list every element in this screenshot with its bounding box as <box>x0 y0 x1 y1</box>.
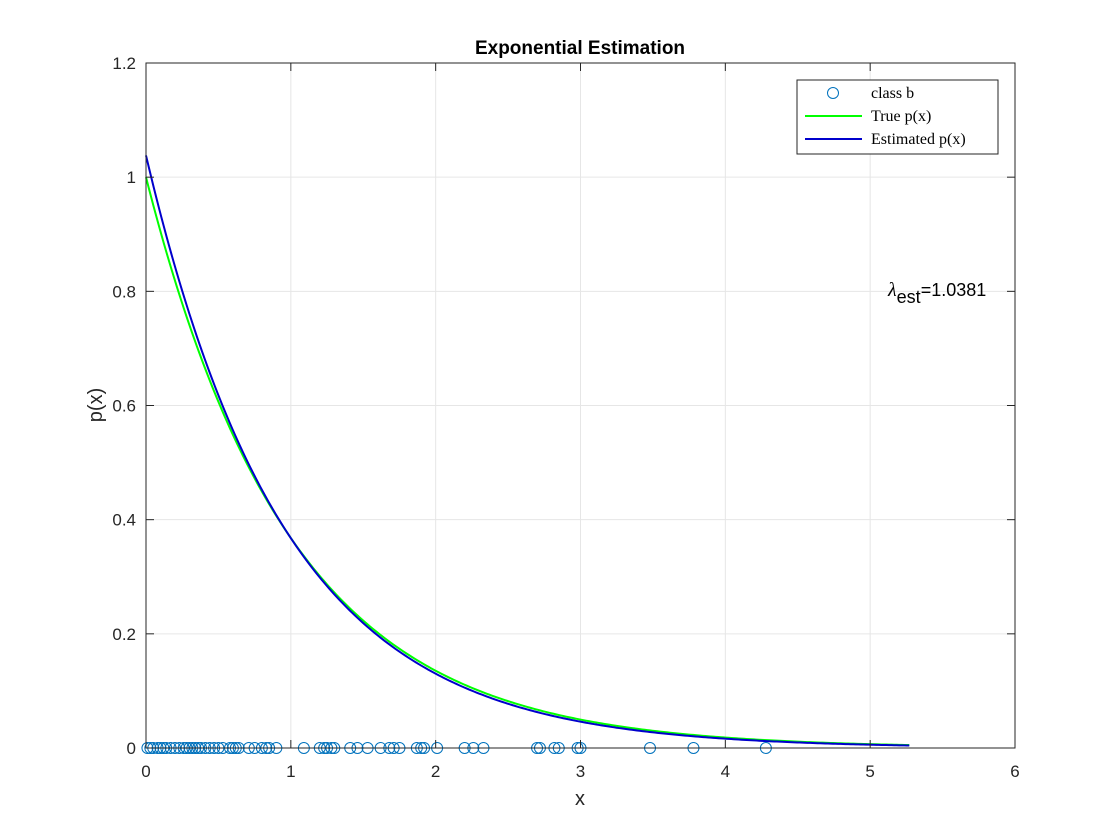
x-tick-label: 4 <box>721 762 730 781</box>
y-tick-label: 0.8 <box>112 282 136 301</box>
lambda-value: =1.0381 <box>921 280 987 300</box>
x-tick-label: 0 <box>141 762 150 781</box>
legend-label-estimated: Estimated p(x) <box>871 131 966 148</box>
legend-label-true: True p(x) <box>871 108 931 125</box>
legend-marker-samples <box>827 87 839 99</box>
axis-ticks: 0 1 2 3 4 5 6 0 0.2 0.4 0.6 0.8 1 1.2 <box>112 54 1019 781</box>
y-tick-label: 0.2 <box>112 625 136 644</box>
estimated-pdf-line <box>145 155 910 747</box>
curves-layer <box>145 155 910 747</box>
legend-label-samples: class b <box>871 85 914 102</box>
lambda-subscript: est <box>897 287 921 307</box>
y-tick-label: 0.6 <box>112 397 136 416</box>
x-tick-label: 2 <box>431 762 440 781</box>
x-tick-label: 1 <box>286 762 295 781</box>
x-tick-label: 5 <box>865 762 874 781</box>
x-tick-label: 3 <box>576 762 585 781</box>
y-tick-label: 0.4 <box>112 511 136 530</box>
lambda-annotation: λest=1.0381 <box>887 279 986 307</box>
y-tick-label: 1.2 <box>112 54 136 73</box>
x-tick-label: 6 <box>1010 762 1019 781</box>
chart-title: Exponential Estimation <box>475 38 685 59</box>
legend: class b True p(x) Estimated p(x) <box>796 79 999 155</box>
y-tick-label: 0 <box>127 739 136 758</box>
lambda-symbol: λ <box>887 279 897 301</box>
y-tick-label: 1 <box>127 168 136 187</box>
y-axis-label: p(x) <box>85 388 107 422</box>
x-axis-label: x <box>575 788 585 810</box>
